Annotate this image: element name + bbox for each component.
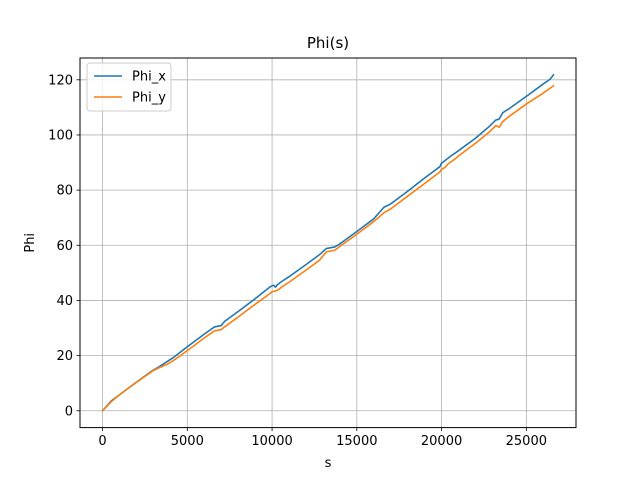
y-tick-label: 20	[56, 349, 73, 364]
y-axis-label: Phi	[23, 233, 38, 253]
y-tick-label: 40	[56, 294, 73, 309]
legend-label-phi-y: Phi_y	[132, 91, 166, 106]
grid	[80, 58, 576, 428]
x-tick-label: 15000	[336, 434, 377, 449]
y-tick-label: 120	[48, 73, 73, 88]
x-tick-label: 5000	[171, 434, 204, 449]
plot-series	[101, 73, 555, 412]
x-tick-label: 0	[98, 434, 106, 449]
legend-label-phi-x: Phi_x	[132, 70, 166, 85]
y-tick-label: 80	[56, 184, 73, 199]
legend: Phi_x Phi_y	[86, 62, 172, 112]
x-tick-label: 10000	[251, 434, 292, 449]
legend-box	[86, 62, 172, 112]
x-tick-label: 25000	[506, 434, 547, 449]
y-tick-label: 100	[48, 128, 73, 143]
x-axis-label: s	[325, 456, 332, 471]
series-line-phi-x	[101, 73, 555, 412]
plot-frame	[79, 57, 577, 429]
chart-title: Phi(s)	[307, 34, 349, 52]
axis-ticks: 0 5000 10000 15000 20000 25000 0 20 40 60 80 100 120	[48, 73, 547, 449]
y-tick-label: 60	[56, 239, 73, 254]
x-tick-label: 20000	[421, 434, 462, 449]
series-line-phi-y	[101, 84, 555, 412]
y-tick-label: 0	[65, 404, 73, 419]
